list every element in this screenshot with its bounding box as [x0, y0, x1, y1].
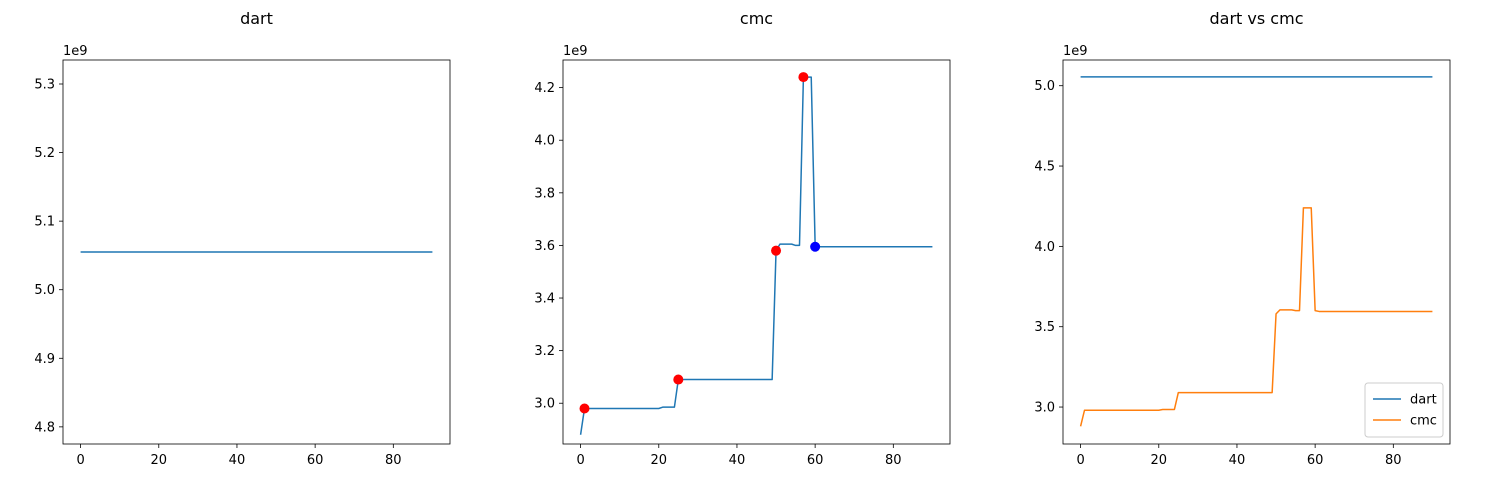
- y-tick-label: 3.0: [534, 397, 555, 412]
- legend: dart cmc: [1364, 382, 1444, 438]
- y-tick-label: 4.0: [534, 134, 555, 149]
- y-tick-label: 5.1: [34, 215, 55, 230]
- series-line-1: [579, 76, 933, 435]
- axes-frame: [1062, 59, 1451, 445]
- legend-label: cmc: [1410, 414, 1437, 429]
- legend-box: [1364, 382, 1444, 438]
- chart-panel-1: dart 1e9 0 20 40 60 80 4.8 4.9 5.0 5.1 5.2 5.3: [34, 9, 451, 468]
- chart-title: cmc: [740, 9, 773, 28]
- y-tick-label: 5.0: [1034, 79, 1055, 94]
- chart-panel-2: cmc 1e9 0 20 40 60 80 3.0 3.2 3.4 3.6 3.8 4.0 4.2: [534, 9, 951, 468]
- y-tick-label: 3.0: [1034, 401, 1055, 416]
- x-tick-label: 80: [385, 453, 402, 468]
- y-tick-label: 4.9: [34, 352, 55, 367]
- legend-label: dart: [1410, 393, 1437, 408]
- y-tick-label: 3.8: [534, 186, 555, 201]
- point-marker: [771, 245, 782, 256]
- point-marker: [579, 403, 590, 414]
- y-tick-label: 4.2: [534, 81, 555, 96]
- y-tick-label: 3.5: [1034, 320, 1055, 335]
- series-line-cmc: [1079, 207, 1433, 427]
- chart-title: dart: [240, 9, 273, 28]
- x-tick-label: 0: [76, 453, 84, 468]
- y-tick-label: 5.2: [34, 146, 55, 161]
- x-tick-label: 20: [650, 453, 667, 468]
- x-tick-label: 0: [576, 453, 584, 468]
- y-tick-label: 4.5: [1034, 160, 1055, 175]
- y-tick-label: 4.0: [1034, 240, 1055, 255]
- x-tick-label: 20: [150, 453, 167, 468]
- x-tick-label: 60: [307, 453, 324, 468]
- x-tick-label: 20: [1150, 453, 1167, 468]
- y-offset-label: 1e9: [563, 44, 588, 59]
- y-tick-label: 4.8: [34, 420, 55, 435]
- y-offset-label: 1e9: [1063, 44, 1088, 59]
- y-tick-label: 3.6: [534, 239, 555, 254]
- x-tick-label: 0: [1076, 453, 1084, 468]
- point-marker: [798, 72, 809, 83]
- y-offset-label: 1e9: [63, 44, 88, 59]
- y-tick-label: 5.0: [34, 283, 55, 298]
- x-tick-label: 40: [1229, 453, 1246, 468]
- axes-frame: [62, 59, 451, 445]
- x-tick-label: 40: [729, 453, 746, 468]
- point-marker: [673, 374, 684, 385]
- chart-title: dart vs cmc: [1210, 9, 1304, 28]
- x-tick-label: 60: [807, 453, 824, 468]
- point-marker: [810, 241, 821, 252]
- chart-panel-3: dart vs cmc 1e9 0 20 40 60 80 3.0 3.5 4.0 4.5 5.0 da…: [1034, 9, 1451, 468]
- x-tick-label: 80: [885, 453, 902, 468]
- x-tick-label: 80: [1385, 453, 1402, 468]
- y-tick-label: 3.2: [534, 344, 555, 359]
- x-tick-label: 60: [1307, 453, 1324, 468]
- axes-frame: [562, 59, 951, 445]
- y-tick-label: 3.4: [534, 292, 555, 307]
- y-tick-label: 5.3: [34, 78, 55, 93]
- x-tick-label: 40: [229, 453, 246, 468]
